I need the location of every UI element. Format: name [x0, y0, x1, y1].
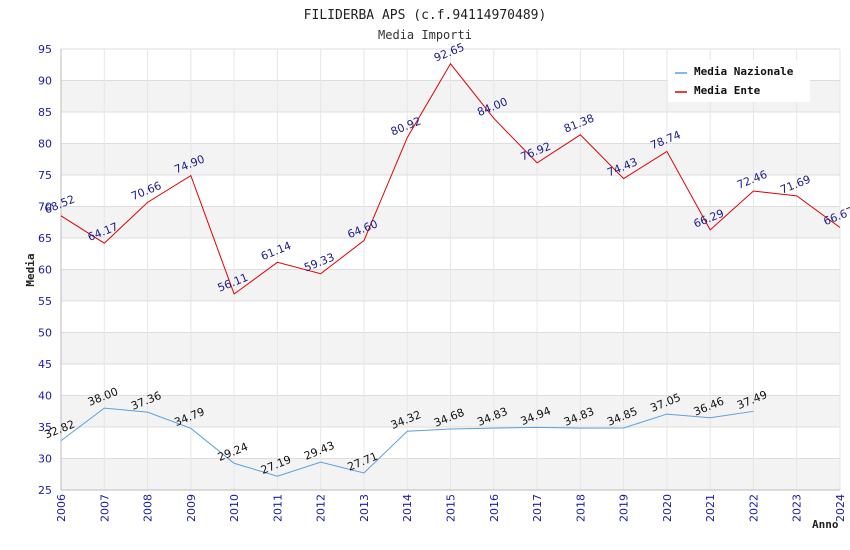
legend: Media Nazionale Media Ente — [668, 60, 810, 102]
series-line-media-nazionale — [60, 407, 754, 477]
x-tick-label-2008: 2008 — [142, 494, 155, 522]
y-tick-label-45: 45 — [38, 358, 52, 371]
x-tick-label-2023: 2023 — [791, 494, 804, 522]
x-tick-label-2018: 2018 — [574, 494, 587, 522]
y-tick-label-60: 60 — [38, 264, 52, 277]
y-tick-label-90: 90 — [38, 75, 52, 88]
x-tick-label-2007: 2007 — [98, 494, 111, 522]
legend-box — [668, 60, 810, 102]
x-tick-label-2009: 2009 — [185, 494, 198, 522]
x-tick-label-2021: 2021 — [704, 494, 717, 522]
y-tick-label-70: 70 — [38, 201, 52, 214]
y-tick-label-85: 85 — [38, 106, 52, 119]
grid-lines — [60, 48, 841, 491]
y-tick-label-55: 55 — [38, 295, 52, 308]
x-tick-label-2017: 2017 — [531, 494, 544, 522]
y-tick-label-95: 95 — [38, 43, 52, 56]
x-tick-labels: 2006 2007 2008 2009 2010 2011 2012 2013 2014 2015… — [55, 494, 847, 522]
y-tick-label-35: 35 — [38, 421, 52, 434]
y-tick-labels: 25 30 35 40 45 50 55 60 65 70 75 80 85 90 95 — [38, 43, 52, 497]
y-tick-label-80: 80 — [38, 138, 52, 151]
x-tick-label-2016: 2016 — [488, 494, 501, 522]
chart-subtitle: Media Importi — [378, 28, 472, 42]
x-tick-label-2006: 2006 — [55, 494, 68, 522]
x-tick-label-2013: 2013 — [358, 494, 371, 522]
series-lines — [60, 62, 841, 477]
y-tick-label-65: 65 — [38, 232, 52, 245]
y-tick-label-75: 75 — [38, 169, 52, 182]
x-tick-label-2024: 2024 — [834, 494, 847, 522]
legend-label-media-nazionale: Media Nazionale — [694, 65, 794, 78]
y-axis-title: Media — [24, 253, 37, 286]
y-tick-label-40: 40 — [38, 390, 52, 403]
x-tick-label-2015: 2015 — [445, 494, 458, 522]
legend-label-media-ente: Media Ente — [694, 84, 761, 97]
x-axis-title: Anno — [812, 518, 839, 531]
series-line-media-ente — [60, 62, 841, 295]
y-tick-label-25: 25 — [38, 484, 52, 497]
x-tick-label-2020: 2020 — [661, 494, 674, 522]
y-tick-label-30: 30 — [38, 453, 52, 466]
x-tick-label-2012: 2012 — [315, 494, 328, 522]
x-tick-label-2022: 2022 — [747, 494, 760, 522]
x-tick-label-2014: 2014 — [401, 494, 414, 522]
x-tick-label-2011: 2011 — [271, 494, 284, 522]
x-tick-label-2010: 2010 — [228, 494, 241, 522]
y-tick-label-50: 50 — [38, 327, 52, 340]
x-tick-label-2019: 2019 — [618, 494, 631, 522]
chart-title: FILIDERBA APS (c.f.94114970489) — [304, 8, 547, 23]
